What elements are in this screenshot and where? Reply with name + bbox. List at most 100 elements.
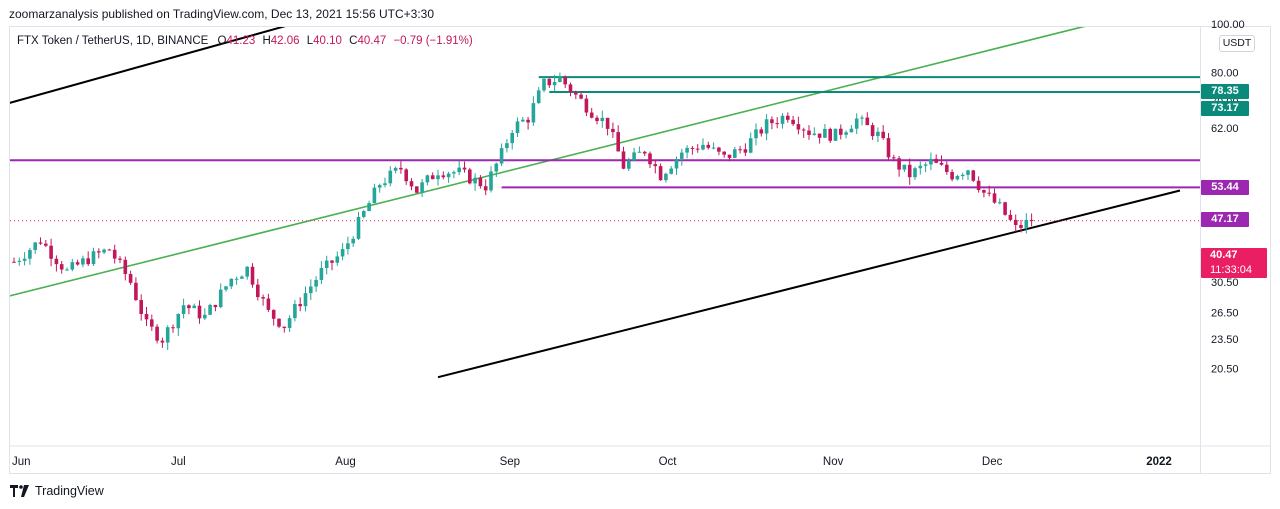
candle-body[interactable] (945, 164, 949, 172)
candle-body[interactable] (388, 170, 393, 184)
candle-body[interactable] (494, 163, 499, 172)
candle-body[interactable] (828, 128, 832, 141)
candle-body[interactable] (181, 305, 186, 314)
candle-body[interactable] (49, 245, 53, 259)
candle-body[interactable] (801, 129, 806, 131)
candle-body[interactable] (987, 192, 991, 194)
candle-body[interactable] (605, 117, 610, 129)
candle-body[interactable] (420, 182, 424, 193)
candle-body[interactable] (658, 166, 663, 181)
candle-body[interactable] (59, 264, 64, 270)
candle-body[interactable] (886, 138, 891, 158)
candle-body[interactable] (770, 119, 774, 124)
candle-body[interactable] (892, 157, 896, 159)
candle-body[interactable] (574, 92, 578, 95)
candle-body[interactable] (844, 132, 848, 135)
candle-body[interactable] (982, 190, 986, 193)
candle-body[interactable] (197, 305, 202, 319)
candle-body[interactable] (224, 286, 228, 290)
candle-body[interactable] (134, 282, 138, 301)
candle-body[interactable] (966, 170, 970, 175)
candle-body[interactable] (372, 187, 377, 204)
candle-body[interactable] (208, 304, 212, 315)
candle-body[interactable] (139, 300, 143, 314)
candle-body[interactable] (547, 78, 552, 86)
candle-body[interactable] (833, 128, 838, 141)
candle-body[interactable] (939, 162, 944, 165)
candle-body[interactable] (118, 258, 122, 260)
candle-body[interactable] (976, 180, 981, 191)
candle-body[interactable] (1008, 214, 1013, 220)
candle-body[interactable] (399, 167, 403, 170)
candle-body[interactable] (324, 260, 329, 269)
candle-body[interactable] (266, 298, 271, 310)
candle-body[interactable] (722, 151, 726, 155)
candle-body[interactable] (849, 128, 854, 133)
candle-body[interactable] (441, 175, 446, 178)
candle-body[interactable] (377, 185, 382, 188)
candle-body[interactable] (854, 118, 859, 129)
candle-body[interactable] (107, 249, 112, 251)
candle-body[interactable] (611, 128, 615, 133)
candle-body[interactable] (913, 168, 917, 178)
candle-body[interactable] (123, 259, 128, 274)
candle-body[interactable] (680, 152, 684, 159)
candle-body[interactable] (870, 125, 875, 137)
candle-body[interactable] (367, 203, 371, 212)
candle-body[interactable] (499, 148, 504, 164)
candle-body[interactable] (256, 284, 260, 298)
candle-body[interactable] (1013, 219, 1018, 226)
candle-body[interactable] (754, 129, 758, 139)
candle-body[interactable] (786, 115, 790, 120)
candle-body[interactable] (33, 242, 37, 250)
candle-body[interactable] (203, 314, 207, 319)
candle-body[interactable] (330, 260, 334, 263)
candle-body[interactable] (521, 119, 525, 122)
candle-body[interactable] (929, 158, 933, 165)
candle-body[interactable] (218, 289, 223, 308)
candle-body[interactable] (97, 251, 101, 253)
candle-body[interactable] (192, 305, 196, 309)
candle-body[interactable] (717, 147, 721, 152)
candle-body[interactable] (483, 186, 488, 191)
candle-body[interactable] (362, 211, 366, 217)
candle-body[interactable] (706, 144, 711, 148)
candle-body[interactable] (340, 249, 345, 257)
candle-body[interactable] (430, 175, 435, 180)
candle-body[interactable] (187, 305, 191, 309)
tradingview-branding[interactable]: TradingView (10, 484, 104, 498)
candle-body[interactable] (409, 181, 414, 187)
candle-body[interactable] (44, 243, 48, 246)
candle-body[interactable] (971, 170, 976, 181)
candle-body[interactable] (918, 165, 923, 169)
candle-body[interactable] (637, 151, 642, 153)
candle-body[interactable] (955, 175, 960, 180)
candle-body[interactable] (685, 147, 689, 153)
candle-body[interactable] (234, 278, 239, 280)
candle-body[interactable] (621, 151, 626, 169)
candle-body[interactable] (436, 175, 440, 180)
candle-body[interactable] (293, 304, 297, 319)
candle-body[interactable] (12, 261, 16, 263)
candle-body[interactable] (489, 171, 493, 191)
candle-body[interactable] (314, 279, 318, 287)
candle-body[interactable] (595, 117, 599, 122)
candle-body[interactable] (839, 128, 843, 135)
candle-body[interactable] (165, 327, 170, 343)
candle-body[interactable] (923, 164, 928, 166)
candle-body[interactable] (542, 78, 546, 91)
candle-body[interactable] (632, 152, 636, 161)
candle-body[interactable] (860, 117, 864, 119)
candle-body[interactable] (695, 148, 700, 150)
candle-body[interactable] (393, 167, 398, 171)
candle-body[interactable] (404, 169, 408, 182)
candle-body[interactable] (28, 249, 32, 259)
candle-body[interactable] (261, 297, 265, 299)
candle-body[interactable] (505, 143, 509, 149)
candle-body[interactable] (160, 340, 165, 343)
candle-body[interactable] (282, 326, 287, 328)
candle-body[interactable] (748, 138, 753, 153)
candle-body[interactable] (22, 258, 27, 261)
candle-body[interactable] (664, 173, 668, 181)
